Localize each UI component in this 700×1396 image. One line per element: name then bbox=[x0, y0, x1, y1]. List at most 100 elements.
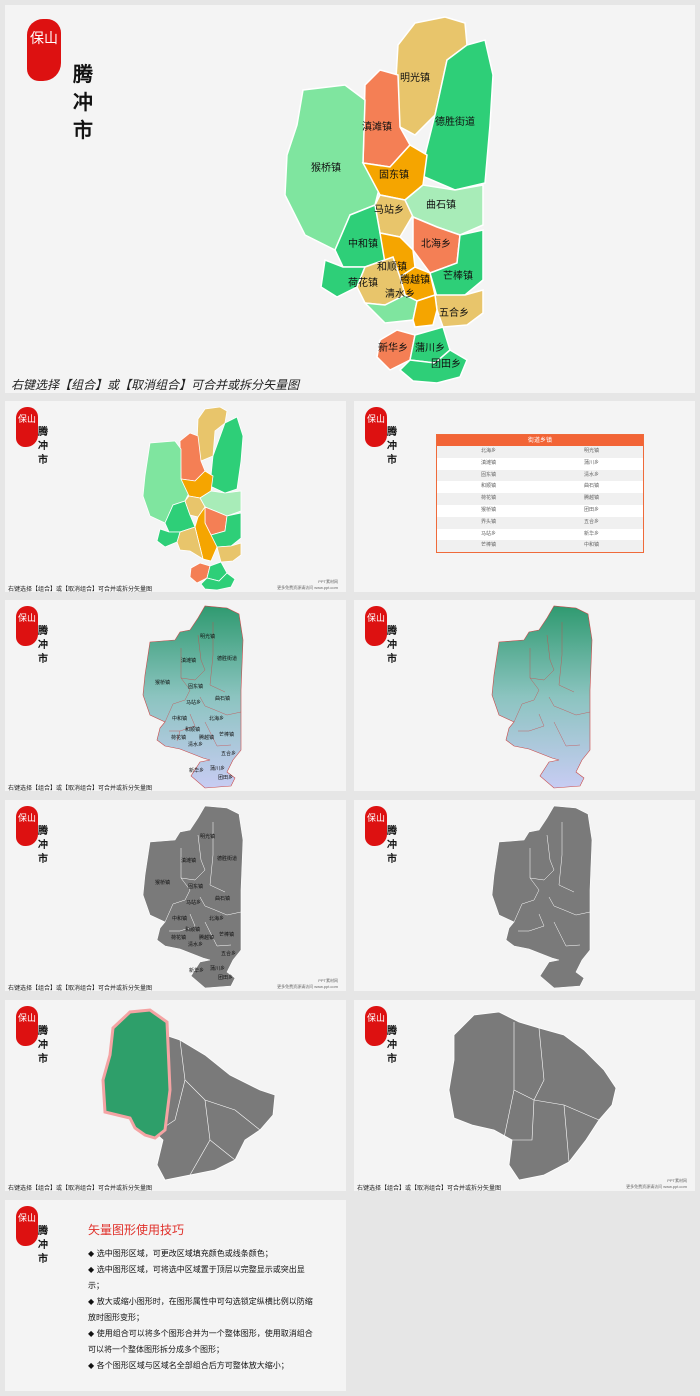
label-zhonghe: 中和镇 bbox=[172, 715, 187, 722]
seal-stamp: 保山 bbox=[365, 1006, 387, 1046]
label-mingguang: 明光镇 bbox=[200, 633, 215, 640]
label-tengyue: 腾越镇 bbox=[400, 273, 430, 286]
label-qingshui: 清水乡 bbox=[188, 941, 203, 948]
label-beihai: 北海乡 bbox=[209, 915, 224, 922]
label-puchuan: 蒲川乡 bbox=[415, 341, 445, 354]
label-xinhua: 新华乡 bbox=[189, 767, 204, 774]
slide-9[interactable]: 保山 腾冲市 右键选择【组合】或【取消组合】可合并或拆分矢量图 PPT素材网 更多… bbox=[354, 1000, 695, 1191]
table-row: 界头镇 五合乡 bbox=[437, 516, 643, 529]
label-zhonghe: 中和镇 bbox=[172, 915, 187, 922]
list-item: 各个图形区域与区域名全部组合后方可整体放大缩小； bbox=[88, 1358, 320, 1374]
label-diantan: 滇滩镇 bbox=[181, 657, 196, 664]
label-mazhan: 马站乡 bbox=[186, 899, 201, 906]
map-labels: 明光镇 滇滩镇 德胜街道 猴桥镇 固东镇 马站乡 曲石镇 中和镇 北海乡 和顺镇… bbox=[311, 71, 475, 370]
label-desheng: 德胜街道 bbox=[217, 855, 237, 862]
slide-1[interactable]: 保山 腾冲市 明光镇 滇滩镇 德胜街道 bbox=[5, 5, 695, 393]
map-regions bbox=[284, 16, 494, 384]
table-row: 和顺镇 曲石镇 bbox=[480, 483, 599, 490]
watermark: PPT素材网 更多免费资源请访问 www.ppt.com bbox=[277, 579, 338, 590]
slide-title: 腾冲市 bbox=[38, 1026, 48, 1065]
slide-2[interactable]: 保山 腾冲市 右键选择【组合】或【取消组合】可合并或拆分矢量图 PPT素材网 更多… bbox=[5, 401, 346, 592]
label-gudong: 固东镇 bbox=[379, 168, 409, 181]
tengchong-map-small bbox=[142, 406, 244, 591]
region-desheng bbox=[419, 39, 494, 191]
label-qushi: 曲石镇 bbox=[215, 895, 230, 902]
label-mazhan: 马站乡 bbox=[374, 203, 404, 216]
slide-title: 腾冲市 bbox=[387, 1026, 397, 1065]
list-item: 选中图形区域，可将选中区域置于顶层以完整显示或突出显示； bbox=[88, 1262, 320, 1294]
table-row: 固东镇 清水乡 bbox=[437, 469, 643, 482]
seal-stamp: 保山 bbox=[365, 407, 387, 447]
watermark: PPT素材网 更多免费资源请访问 www.ppt.com bbox=[626, 1178, 687, 1189]
label-tengyue: 腾越镇 bbox=[199, 934, 214, 941]
region-wuhe bbox=[434, 289, 484, 328]
tengchong-map: 明光镇 滇滩镇 德胜街道 猴桥镇 固东镇 马站乡 曲石镇 中和镇 北海乡 和顺镇… bbox=[284, 16, 494, 384]
label-qushi: 曲石镇 bbox=[426, 198, 456, 211]
slide-4[interactable]: 保山 腾冲市 明光镇 滇滩镇 德胜街道 猴桥镇 固东镇 马站乡 曲石镇 中和镇 … bbox=[5, 600, 346, 791]
label-qushi: 曲石镇 bbox=[215, 695, 230, 702]
seal-stamp: 保山 bbox=[16, 1206, 38, 1246]
seal-stamp: 保山 bbox=[365, 606, 387, 646]
slide-title: 腾冲市 bbox=[387, 427, 397, 466]
slide-title: 腾冲市 bbox=[38, 626, 48, 665]
label-gudong: 固东镇 bbox=[188, 683, 203, 690]
label-beihai: 北海乡 bbox=[421, 237, 451, 250]
tips-title: 矢量图形使用技巧 bbox=[88, 1223, 185, 1237]
label-zhonghe: 中和镇 bbox=[348, 237, 378, 250]
region-tengyue-south bbox=[412, 294, 438, 328]
zoomed-map-highlight bbox=[101, 1008, 276, 1181]
town-table-header: 街道乡镇 bbox=[437, 435, 643, 446]
slide-caption: 右键选择【组合】或【取消组合】可合并或拆分矢量图 bbox=[8, 587, 153, 592]
seal-stamp: 保山 bbox=[16, 806, 38, 846]
label-mangbang: 芒棒镇 bbox=[219, 731, 234, 738]
slide-5[interactable]: 保山 腾冲市 bbox=[354, 600, 695, 791]
label-heshun: 和顺镇 bbox=[185, 926, 200, 933]
label-mangbang: 芒棒镇 bbox=[219, 931, 234, 938]
label-wuhe: 五合乡 bbox=[221, 750, 236, 757]
slide-caption: 右键选择【组合】或【取消组合】可合并或拆分矢量图 bbox=[11, 378, 300, 392]
label-wuhe: 五合乡 bbox=[439, 306, 469, 319]
slide-title: 腾冲市 bbox=[387, 826, 397, 865]
slide-title: 腾冲市 bbox=[38, 1226, 48, 1265]
table-row: 猴桥镇 团田乡 bbox=[480, 506, 599, 513]
table-row: 芒棒镇 中和镇 bbox=[437, 540, 643, 553]
slide-caption: 右键选择【组合】或【取消组合】可合并或拆分矢量图 bbox=[357, 1186, 502, 1191]
slide-title: 腾冲市 bbox=[38, 427, 48, 466]
label-diantan: 滇滩镇 bbox=[362, 120, 392, 133]
seal-stamp: 保山 bbox=[365, 806, 387, 846]
label-gudong: 固东镇 bbox=[188, 883, 203, 890]
slide-8[interactable]: 保山 腾冲市 右键选择【组合】或【取消组合】可合并或拆分矢量图 bbox=[5, 1000, 346, 1191]
label-mazhan: 马站乡 bbox=[186, 699, 201, 706]
seal-stamp: 保山 bbox=[27, 19, 61, 81]
label-tuantian: 团田乡 bbox=[218, 775, 233, 781]
zoomed-gray-map bbox=[448, 1011, 617, 1181]
slide-6[interactable]: 保山 腾冲市 明光镇 滇滩镇 德胜街道 猴桥镇 固东镇 马站乡 曲石镇 中和镇 … bbox=[5, 800, 346, 991]
label-houqiao: 猴桥镇 bbox=[155, 679, 170, 686]
gradient-map bbox=[491, 605, 593, 789]
slide-caption: 右键选择【组合】或【取消组合】可合并或拆分矢量图 bbox=[8, 786, 153, 791]
label-qingshui: 清水乡 bbox=[188, 741, 203, 748]
table-row: 马站乡 新华乡 bbox=[480, 530, 599, 537]
seal-stamp: 保山 bbox=[16, 1006, 38, 1046]
label-hehua: 荷花镇 bbox=[348, 276, 378, 289]
tips-list: 选中图形区域，可更改区域填充颜色或线条颜色； 选中图形区域，可将选中区域置于顶层… bbox=[88, 1246, 320, 1374]
label-mingguang: 明光镇 bbox=[400, 71, 430, 84]
slide-7[interactable]: 保山 腾冲市 bbox=[354, 800, 695, 991]
list-item: 放大或缩小图形时，在图形属性中可勾选锁定纵横比例以防缩放时图形变形； bbox=[88, 1294, 320, 1326]
town-table-body: 北海乡 明光镇 滇滩镇 蒲川乡 固东镇 清水乡 和顺镇 曲石镇 荷花镇 腾越镇 猴桥镇 团田… bbox=[437, 446, 643, 553]
label-mingguang: 明光镇 bbox=[200, 833, 215, 840]
list-item: 使用组合可以将多个图形合并为一个整体图形，使用取消组合可以将一个整体图形拆分成多… bbox=[88, 1326, 320, 1358]
slide-title: 腾冲市 bbox=[387, 626, 397, 665]
gradient-map-labeled: 明光镇 滇滩镇 德胜街道 猴桥镇 固东镇 马站乡 曲石镇 中和镇 北海乡 和顺镇… bbox=[142, 605, 244, 789]
label-houqiao: 猴桥镇 bbox=[311, 161, 341, 174]
label-beihai: 北海乡 bbox=[209, 715, 224, 722]
label-qingshui: 清水乡 bbox=[385, 287, 415, 300]
slide-title: 腾冲市 bbox=[73, 62, 93, 142]
label-tuantian: 团田乡 bbox=[218, 975, 233, 981]
label-wuhe: 五合乡 bbox=[221, 950, 236, 957]
slide-title: 腾冲市 bbox=[38, 826, 48, 865]
region-tuantian bbox=[398, 349, 468, 384]
list-item: 选中图形区域，可更改区域填充颜色或线条颜色； bbox=[88, 1246, 320, 1262]
label-heshun: 和顺镇 bbox=[377, 260, 407, 273]
table-row: 北海乡 明光镇 bbox=[437, 446, 643, 458]
